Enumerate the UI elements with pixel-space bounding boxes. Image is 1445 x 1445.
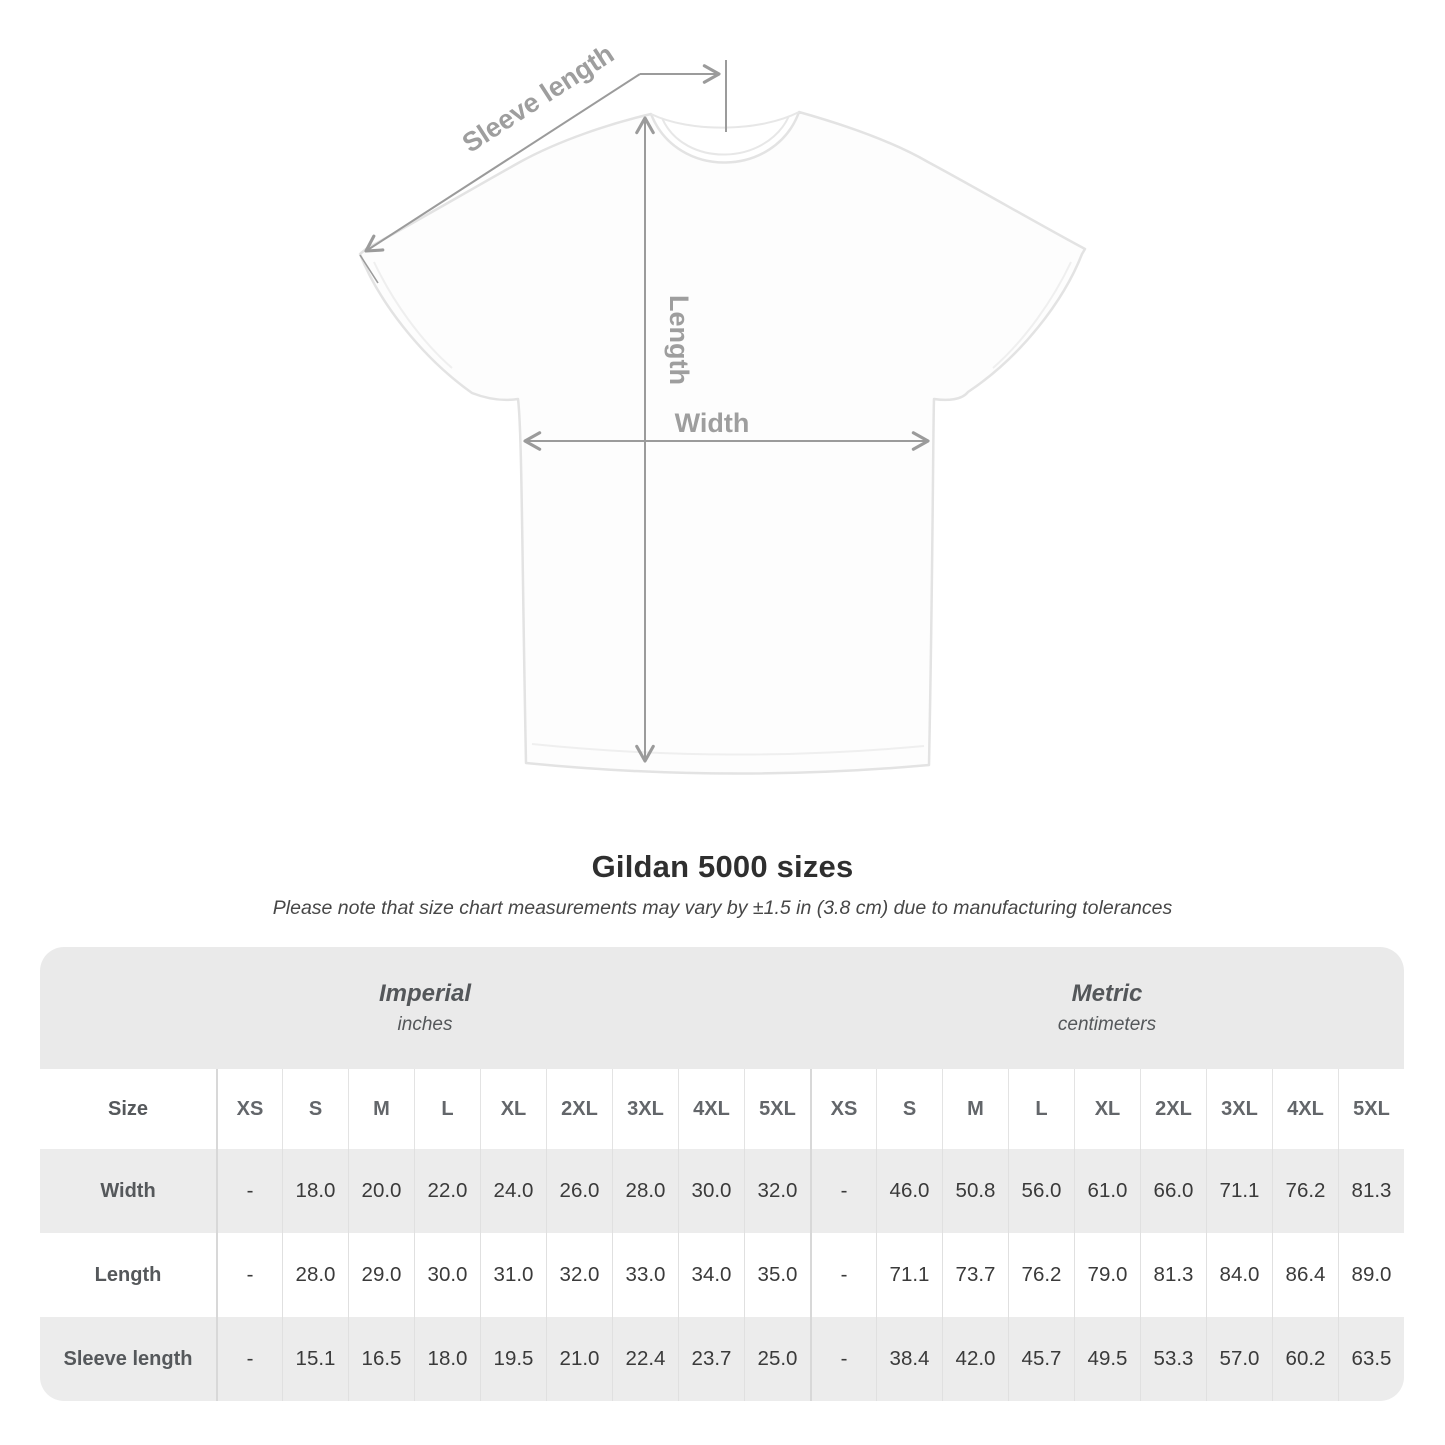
size-table-grid: Size XS S M L XL 2XL 3XL 4XL 5XL XS S M L XL 2XL 3XL 4XL 5… [40,1069,1404,1401]
imperial-title: Imperial [378,980,472,1007]
imperial-value: 23.7 [678,1317,744,1401]
imperial-value: - [216,1149,282,1233]
size-column-header: Size [40,1069,216,1149]
metric-value: 45.7 [1008,1317,1074,1401]
metric-size-header: 5XL [1338,1069,1404,1149]
row-label: Width [40,1149,216,1233]
metric-value: 42.0 [942,1317,1008,1401]
width-label: Width [675,408,750,438]
metric-value: 73.7 [942,1233,1008,1317]
metric-size-header: S [876,1069,942,1149]
metric-title: Metric [1071,980,1143,1007]
imperial-value: 35.0 [744,1233,810,1317]
metric-size-header: L [1008,1069,1074,1149]
imperial-size-header: L [414,1069,480,1149]
imperial-size-header: 2XL [546,1069,612,1149]
imperial-value: 32.0 [744,1149,810,1233]
metric-value: 79.0 [1074,1233,1140,1317]
imperial-value: 26.0 [546,1149,612,1233]
metric-value: 38.4 [876,1317,942,1401]
metric-value: 71.1 [876,1233,942,1317]
metric-value: 53.3 [1140,1317,1206,1401]
metric-value: 76.2 [1272,1149,1338,1233]
metric-value: 84.0 [1206,1233,1272,1317]
imperial-value: 24.0 [480,1149,546,1233]
imperial-value: 34.0 [678,1233,744,1317]
imperial-value: 28.0 [282,1233,348,1317]
imperial-size-header: 5XL [744,1069,810,1149]
tshirt-illustration [358,110,1087,775]
metric-value: 89.0 [1338,1233,1404,1317]
imperial-value: 19.5 [480,1317,546,1401]
imperial-size-header: XL [480,1069,546,1149]
imperial-value: 18.0 [414,1317,480,1401]
length-label: Length [664,295,694,385]
imperial-value: - [216,1317,282,1401]
metric-value: 46.0 [876,1149,942,1233]
metric-size-header: M [942,1069,1008,1149]
row-label: Length [40,1233,216,1317]
imperial-value: 31.0 [480,1233,546,1317]
metric-size-header: 3XL [1206,1069,1272,1149]
imperial-size-header: 3XL [612,1069,678,1149]
metric-value: 66.0 [1140,1149,1206,1233]
imperial-size-header: M [348,1069,414,1149]
metric-value: 86.4 [1272,1233,1338,1317]
metric-value: 76.2 [1008,1233,1074,1317]
sleeve-tip-tick [359,254,379,284]
measurement-arrows [359,60,930,763]
metric-value: 60.2 [1272,1317,1338,1401]
metric-value: - [810,1317,876,1401]
metric-size-header: 4XL [1272,1069,1338,1149]
metric-value: 61.0 [1074,1149,1140,1233]
imperial-value: 30.0 [678,1149,744,1233]
page-title: Gildan 5000 sizes [591,849,854,884]
metric-value: - [810,1233,876,1317]
imperial-section-header: Imperial inches [40,947,810,1069]
imperial-value: 25.0 [744,1317,810,1401]
tshirt-diagram: Sleeve length Length Width [358,38,1087,775]
imperial-value: - [216,1233,282,1317]
metric-value: 57.0 [1206,1317,1272,1401]
imperial-value: 20.0 [348,1149,414,1233]
metric-value: 81.3 [1338,1149,1404,1233]
metric-size-header: 2XL [1140,1069,1206,1149]
metric-size-header: XS [810,1069,876,1149]
imperial-value: 16.5 [348,1317,414,1401]
sleeve-arrow-diagonal [364,73,641,253]
imperial-value: 28.0 [612,1149,678,1233]
size-table: Imperial inches Metric centimeters Size X… [40,947,1404,1401]
metric-section-header: Metric centimeters [810,947,1404,1069]
tshirt-diagram-svg: Sleeve length Length Width [358,38,1087,775]
metric-value: 50.8 [942,1149,1008,1233]
imperial-value: 29.0 [348,1233,414,1317]
imperial-unit: inches [397,1014,453,1035]
imperial-value: 33.0 [612,1233,678,1317]
imperial-value: 32.0 [546,1233,612,1317]
metric-size-header: XL [1074,1069,1140,1149]
imperial-value: 22.0 [414,1149,480,1233]
imperial-value: 30.0 [414,1233,480,1317]
imperial-size-header: S [282,1069,348,1149]
tolerance-note: Please note that size chart measurements… [272,897,1173,919]
metric-unit: centimeters [1057,1014,1157,1035]
metric-value: 56.0 [1008,1149,1074,1233]
metric-value: 49.5 [1074,1317,1140,1401]
metric-value: 71.1 [1206,1149,1272,1233]
row-label: Sleeve length [40,1317,216,1401]
imperial-value: 21.0 [546,1317,612,1401]
metric-value: 81.3 [1140,1233,1206,1317]
imperial-value: 15.1 [282,1317,348,1401]
imperial-value: 18.0 [282,1149,348,1233]
metric-value: 63.5 [1338,1317,1404,1401]
units-header-band: Imperial inches Metric centimeters [40,947,1404,1069]
metric-value: - [810,1149,876,1233]
imperial-size-header: 4XL [678,1069,744,1149]
imperial-value: 22.4 [612,1317,678,1401]
imperial-size-header: XS [216,1069,282,1149]
